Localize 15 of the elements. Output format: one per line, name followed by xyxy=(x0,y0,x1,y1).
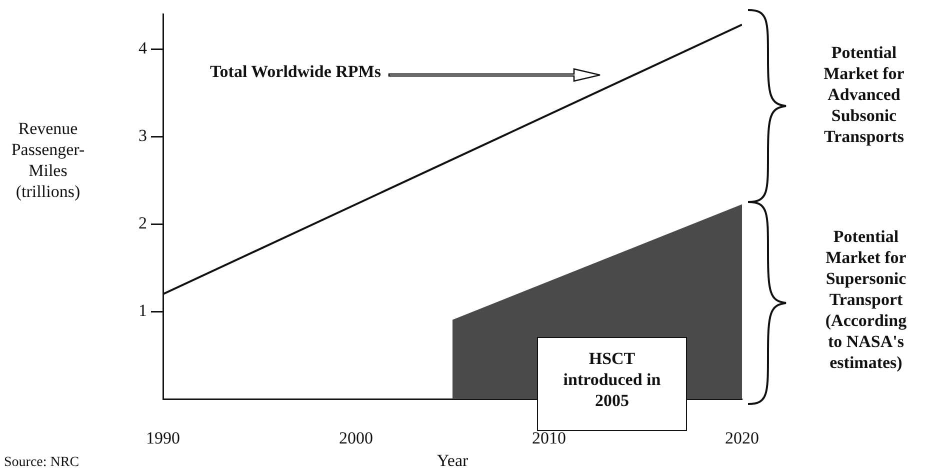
text: Potential Market for Supersonic Transport (According to NASA's estimates) xyxy=(824,226,908,373)
y-tick-label: 1 xyxy=(138,301,147,320)
x-tick-label: 2000 xyxy=(339,428,373,448)
y-tick-label: 3 xyxy=(138,126,147,146)
annotation: Total Worldwide RPMs xyxy=(210,61,381,82)
text: Potential Market for Advanced Subsonic Transports xyxy=(822,42,906,147)
y-tick-label: 2 xyxy=(138,214,147,233)
x-tick-label: 1990 xyxy=(146,428,180,448)
x-axis-title: Year xyxy=(436,450,470,471)
source-note: Source: NRC xyxy=(4,454,80,472)
y-tick-label: 4 xyxy=(138,38,148,58)
annotation: HSCT introduced in 2005 xyxy=(562,348,662,411)
x-tick-label: 2010 xyxy=(532,428,566,448)
y-axis-title: Revenue Passenger-Miles (trillions) xyxy=(10,118,86,202)
x-tick-label: 2020 xyxy=(725,428,759,448)
